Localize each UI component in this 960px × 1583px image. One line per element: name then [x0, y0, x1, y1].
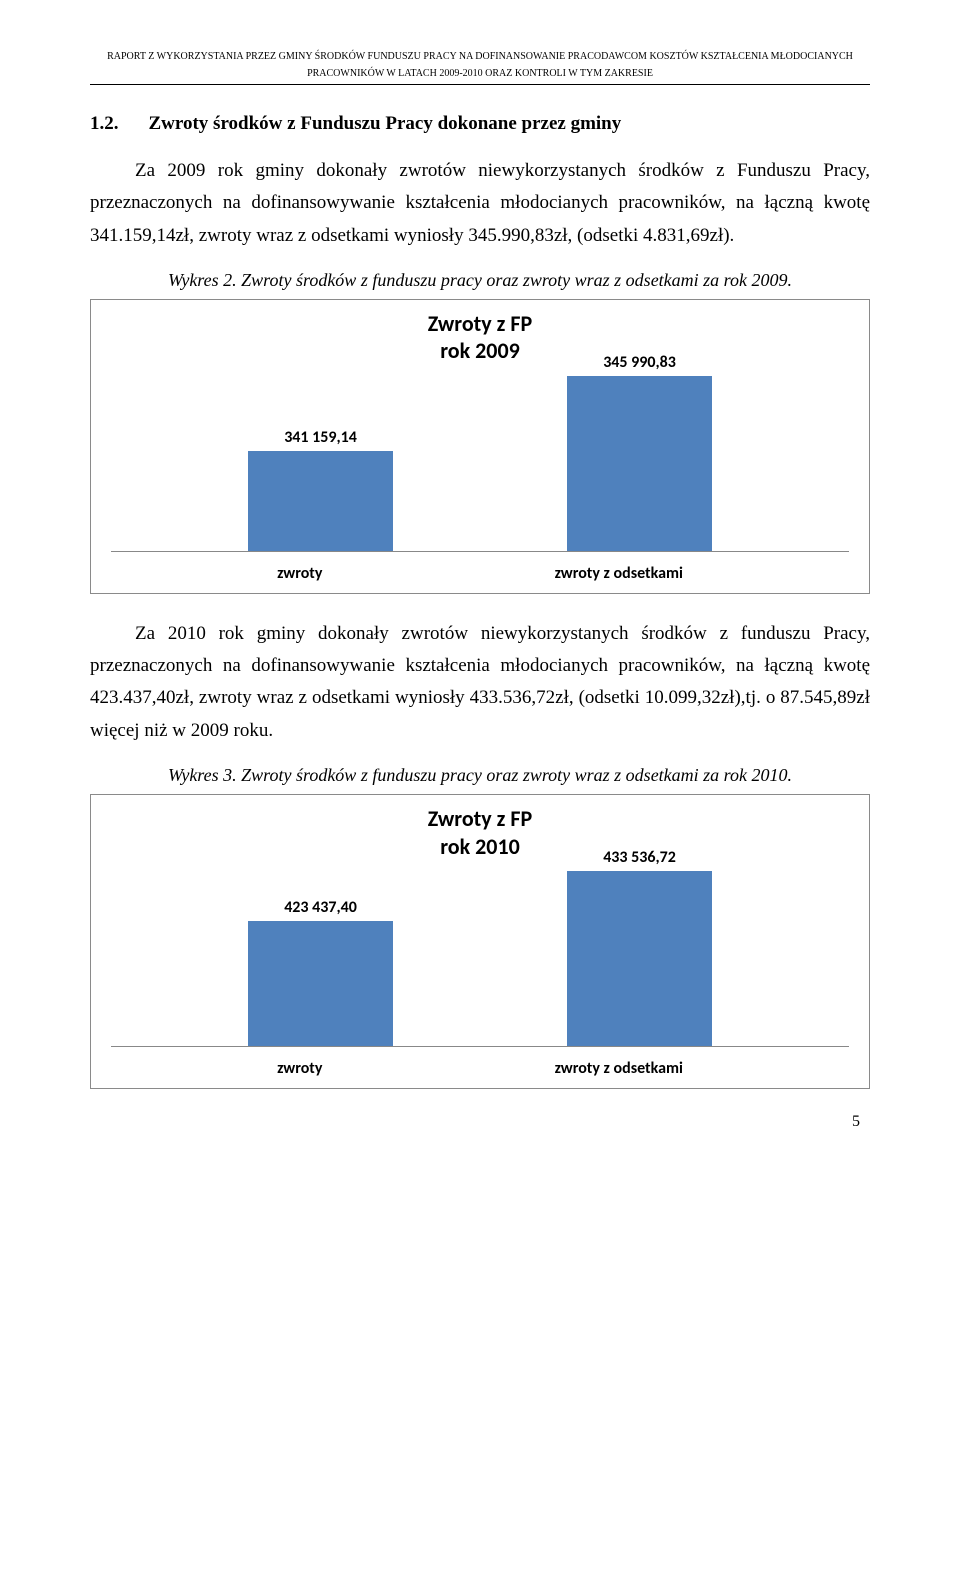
chart-2-x-labels: zwroty zwroty z odsetkami — [111, 1047, 849, 1078]
chart-1-bar-1 — [567, 376, 712, 551]
chart-1-bar-group-1: 345 990,83 — [540, 353, 740, 551]
header-divider — [90, 84, 870, 85]
chart-2-bar-group-1: 433 536,72 — [540, 848, 740, 1046]
chart-1-title-line1: Zwroty z FP — [428, 310, 532, 337]
chart-2-bars: 423 437,40 433 536,72 — [111, 866, 849, 1047]
section-title: Zwroty środków z Funduszu Pracy dokonane… — [149, 113, 622, 135]
chart-1-bars: 341 159,14 345 990,83 — [111, 371, 849, 552]
chart-1-frame: Zwroty z FP rok 2009 341 159,14 345 990,… — [90, 299, 870, 594]
page-header-line1: RAPORT Z WYKORZYSTANIA PRZEZ GMINY ŚRODK… — [90, 50, 870, 63]
chart-2-label-1: zwroty z odsetkami — [555, 1059, 683, 1078]
chart-1-bar-group-0: 341 159,14 — [221, 428, 421, 551]
chart-2-frame: Zwroty z FP rok 2010 423 437,40 433 536,… — [90, 794, 870, 1089]
chart-2-bar-group-0: 423 437,40 — [221, 898, 421, 1046]
chart-1-value-1: 345 990,83 — [603, 353, 676, 372]
page-number: 5 — [90, 1113, 870, 1131]
chart-2-value-1: 433 536,72 — [603, 848, 676, 867]
chart-1-bar-0 — [248, 451, 393, 551]
chart-1-label-1: zwroty z odsetkami — [555, 564, 683, 583]
chart-1-value-0: 341 159,14 — [284, 428, 357, 447]
chart-1-title-line2: rok 2009 — [440, 337, 520, 364]
chart-2-bar-1 — [567, 871, 712, 1046]
page-header-line2: PRACOWNIKÓW W LATACH 2009-2010 ORAZ KONT… — [90, 67, 870, 80]
section-number: 1.2. — [90, 113, 119, 135]
chart-1-caption: Wykres 2. Zwroty środków z funduszu prac… — [90, 270, 870, 291]
section-heading: 1.2. Zwroty środków z Funduszu Pracy dok… — [90, 113, 870, 135]
paragraph-2010: Za 2010 rok gminy dokonały zwrotów niewy… — [90, 618, 870, 747]
chart-2-bar-0 — [248, 921, 393, 1046]
chart-1-label-0: zwroty — [277, 564, 322, 583]
chart-2-caption: Wykres 3. Zwroty środków z funduszu prac… — [90, 765, 870, 786]
chart-2-title-line2: rok 2010 — [440, 833, 520, 860]
chart-2-value-0: 423 437,40 — [284, 898, 357, 917]
chart-1-x-labels: zwroty zwroty z odsetkami — [111, 552, 849, 583]
chart-2-title-line1: Zwroty z FP — [428, 805, 532, 832]
chart-2-label-0: zwroty — [277, 1059, 322, 1078]
paragraph-2009: Za 2009 rok gminy dokonały zwrotów niewy… — [90, 155, 870, 252]
